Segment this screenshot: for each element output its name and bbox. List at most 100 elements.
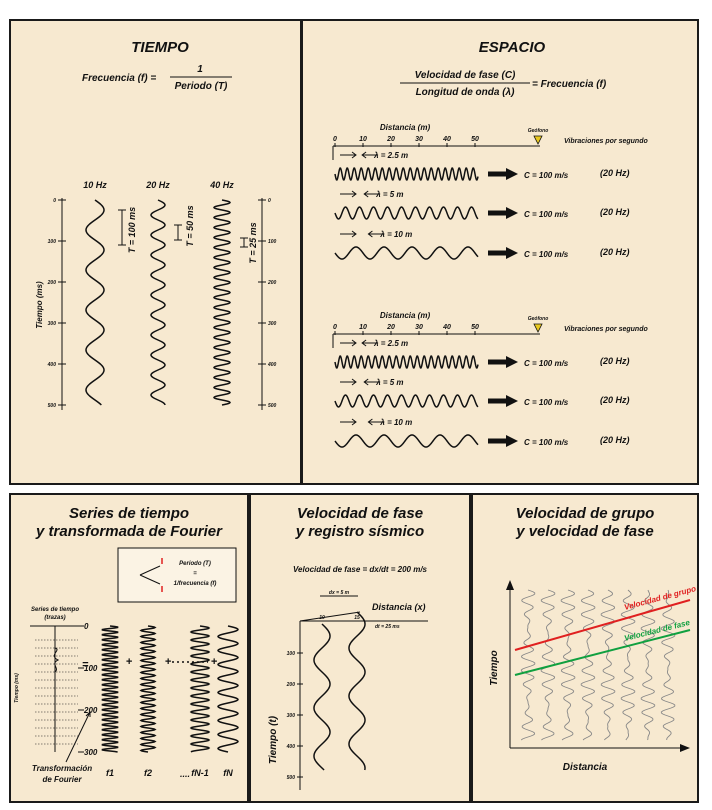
freq-label: (20 Hz) — [600, 168, 630, 178]
fourier-tick: 0 — [84, 622, 89, 631]
fase-wave-2 — [348, 611, 366, 771]
plus-sign: + — [126, 656, 133, 668]
wave-arrow-shaft — [488, 250, 508, 256]
fase-ytick-label: 300 — [287, 713, 296, 719]
velocity-label: C = 100 m/s — [524, 171, 569, 180]
tiempo-tick-label-left: 0 — [53, 198, 56, 204]
distance-label: Distancia (m) — [380, 123, 431, 132]
lambda-arrow — [340, 190, 357, 198]
fourier-title-1: Series de tiempo — [69, 505, 189, 522]
wave-20hz — [150, 199, 166, 406]
distance-tick: 40 — [442, 136, 451, 143]
wave-arrow-head — [506, 168, 518, 180]
frequency-label: f1 — [106, 768, 114, 778]
tiempo-tick-label-right: 400 — [267, 362, 277, 368]
distance-tick: 20 — [386, 324, 395, 331]
fase-dt: dt = 25 ms — [375, 624, 400, 630]
espacio-formula-den: Longitud de onda (λ) — [416, 87, 516, 98]
grupo-waves — [520, 589, 676, 741]
tiempo-tick-label-left: 300 — [48, 321, 57, 327]
velocidad-fase-line — [514, 629, 691, 676]
fourier-tick: 100 — [84, 664, 98, 673]
group-wave-trace — [560, 589, 576, 741]
lambda-label: λ = 10 m — [379, 418, 412, 427]
distance-tick: 10 — [359, 324, 367, 331]
group-wave-trace — [660, 589, 676, 741]
lambda-arrow — [340, 378, 357, 386]
geofono-label: Geófono — [528, 316, 549, 322]
lambda-label: λ = 10 m — [379, 230, 412, 239]
tiempo-title: TIEMPO — [131, 39, 189, 56]
grupo-title-1: Velocidad de grupo — [516, 505, 655, 522]
frequency-label: fN-1 — [191, 768, 209, 778]
wave-10hz — [85, 199, 105, 406]
frequency-label: f2 — [144, 768, 152, 778]
fase-moveout-line — [299, 611, 361, 622]
period-marker-40: T = 25 ms — [240, 222, 258, 264]
space-wave — [334, 206, 479, 220]
espacio-formula-num: Velocidad de fase (C) — [415, 70, 516, 81]
tiempo-ticks: 0 0 100 100 200 200 300 300 400 400 500 500 — [47, 198, 277, 409]
distance-tick: 40 — [442, 324, 451, 331]
grupo-title-2: y velocidad de fase — [515, 523, 654, 540]
svg-text:=: = — [193, 571, 197, 577]
frequency-label: fN — [223, 768, 233, 778]
wave-arrow-shaft — [488, 398, 508, 404]
tiempo-tick-label-right: 300 — [268, 321, 277, 327]
lambda-label: λ = 2.5 m — [373, 339, 408, 348]
fourier-dots: .... — [180, 769, 190, 779]
panel-fourier — [9, 493, 249, 803]
geofono-icon — [533, 323, 543, 333]
svg-text:T = 25 ms: T = 25 ms — [248, 222, 258, 263]
tiempo-tick-label-right: 0 — [268, 198, 271, 204]
grupo-ylabel: Tiempo — [489, 650, 500, 685]
transform-label-2: de Fourier — [42, 775, 82, 784]
freq-label-40: 40 Hz — [209, 180, 234, 190]
espacio-formula-rhs: = Frecuencia (f) — [532, 79, 607, 90]
lambda-arrow — [340, 339, 357, 347]
espacio-title: ESPACIO — [479, 39, 546, 56]
tiempo-ylabel: Tiempo (ms) — [35, 281, 44, 329]
panel-fase — [249, 493, 471, 803]
group-wave-trace — [520, 589, 536, 741]
period-marker-20: T = 50 ms — [174, 205, 195, 247]
wave-arrow-head — [506, 435, 518, 447]
fase-title-1: Velocidad de fase — [297, 505, 423, 522]
wave-arrow-shaft — [488, 359, 508, 365]
wave-arrow-shaft — [488, 210, 508, 216]
velocity-label: C = 100 m/s — [524, 210, 569, 219]
wave-arrow-head — [506, 356, 518, 368]
frequency-component — [189, 625, 211, 753]
vibraciones-label: Vibraciones por segundo — [564, 138, 648, 145]
fase-xtick-15: 15 — [354, 615, 360, 621]
fase-title-2: y registro sísmico — [295, 523, 424, 540]
wave-40hz — [213, 199, 231, 406]
tiempo-tick-label-right: 500 — [268, 403, 277, 409]
freq-label-20: 20 Hz — [145, 180, 170, 190]
fourier-axis-label: Tiempo (ms) — [14, 673, 20, 703]
freq-label: (20 Hz) — [600, 356, 630, 366]
lambda-arrow — [361, 151, 379, 159]
lambda-label: λ = 5 m — [375, 378, 403, 387]
space-wave — [334, 167, 479, 181]
wave-arrow-shaft — [488, 438, 508, 444]
geofono-label: Geófono — [528, 128, 549, 134]
vibraciones-label: Vibraciones por segundo — [564, 326, 648, 333]
fase-dist-label: Distancia (x) — [372, 602, 426, 612]
grupo-xlabel: Distancia — [563, 762, 608, 773]
fase-ylabel: Tiempo (t) — [268, 715, 279, 764]
distance-tick: 50 — [471, 324, 479, 331]
fase-ytick-label: 400 — [286, 744, 296, 750]
tiempo-tick-label-left: 100 — [48, 239, 57, 245]
period-marker-10: T = 100 ms — [118, 207, 137, 253]
tiempo-formula-num: 1 — [197, 64, 203, 75]
tiempo-formula-lhs: Frecuencia (f) = — [82, 73, 156, 84]
period-box: Periodo (T) = 1/frecuencia (f) — [117, 547, 237, 603]
space-wave — [334, 434, 479, 448]
svg-text:T = 50 ms: T = 50 ms — [185, 205, 195, 246]
series-label-2: (trazas) — [44, 615, 65, 621]
series-label-1: Series de tiempo — [31, 607, 79, 613]
distance-tick: 0 — [333, 324, 337, 331]
distance-tick: 30 — [415, 324, 423, 331]
freq-label-10: 10 Hz — [83, 180, 107, 190]
